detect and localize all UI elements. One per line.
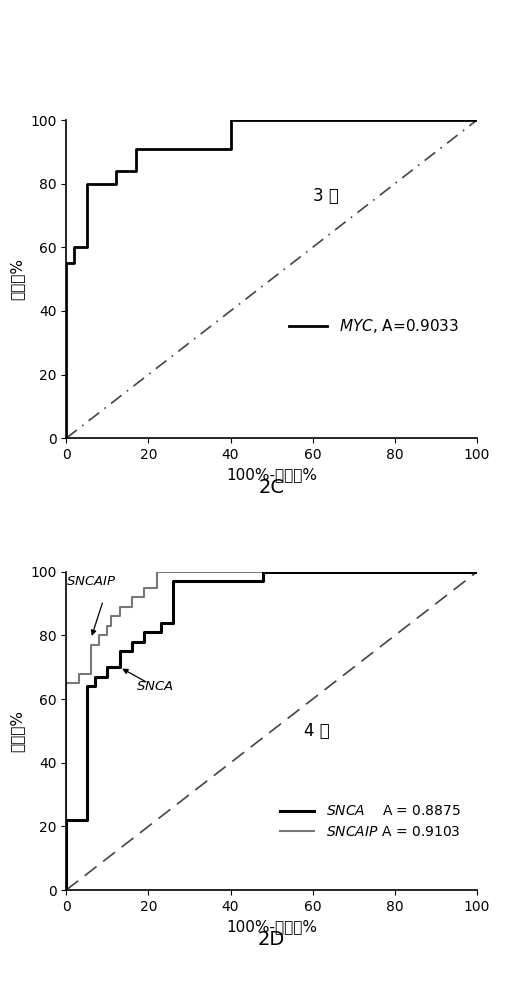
X-axis label: 100%-特异性%: 100%-特异性% [226,467,317,482]
Text: 2C: 2C [259,478,285,497]
Y-axis label: 敏感性%: 敏感性% [10,710,24,752]
Legend: $\mathit{SNCA}$    A = 0.8875, $\mathit{SNCAIP}$ A = 0.9103: $\mathit{SNCA}$ A = 0.8875, $\mathit{SNC… [274,799,466,845]
Text: 2D: 2D [258,930,285,949]
X-axis label: 100%-特异性%: 100%-特异性% [226,919,317,934]
Text: 4 型: 4 型 [304,722,330,740]
Legend: $\mathit{MYC}$, A=0.9033: $\mathit{MYC}$, A=0.9033 [282,311,465,341]
Text: $\mathit{SNCAIP}$: $\mathit{SNCAIP}$ [66,575,117,588]
Text: $\mathit{SNCA}$: $\mathit{SNCA}$ [136,680,174,693]
Text: 3 型: 3 型 [313,187,339,205]
Y-axis label: 敏感性%: 敏感性% [10,258,24,300]
